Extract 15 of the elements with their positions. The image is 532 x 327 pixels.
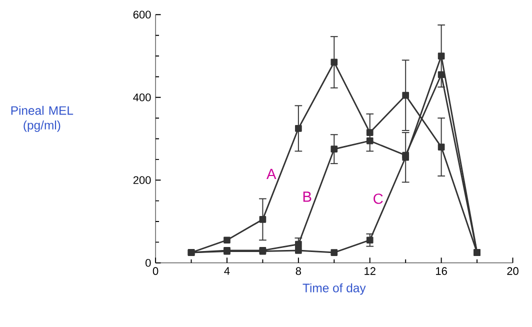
- y-tick-label: 600: [133, 10, 151, 19]
- x-tick-label: 8: [296, 267, 302, 275]
- x-tick-label: 20: [507, 267, 518, 275]
- y-tick-label: 200: [133, 176, 151, 184]
- x-tick-label: 16: [436, 267, 447, 275]
- y-axis-title: Pineal MEL (pg/ml): [11, 106, 74, 132]
- x-tick-label: 12: [364, 267, 376, 275]
- y-tick-label: 0: [146, 258, 151, 267]
- series-label: C: [374, 194, 383, 204]
- x-tick-label: 0: [152, 267, 158, 275]
- x-tick-label: 4: [224, 267, 230, 275]
- series-label: A: [266, 168, 276, 179]
- x-axis-title: Time of day: [302, 283, 366, 295]
- series-label: B: [303, 192, 312, 202]
- y-tick-label: 400: [133, 93, 151, 102]
